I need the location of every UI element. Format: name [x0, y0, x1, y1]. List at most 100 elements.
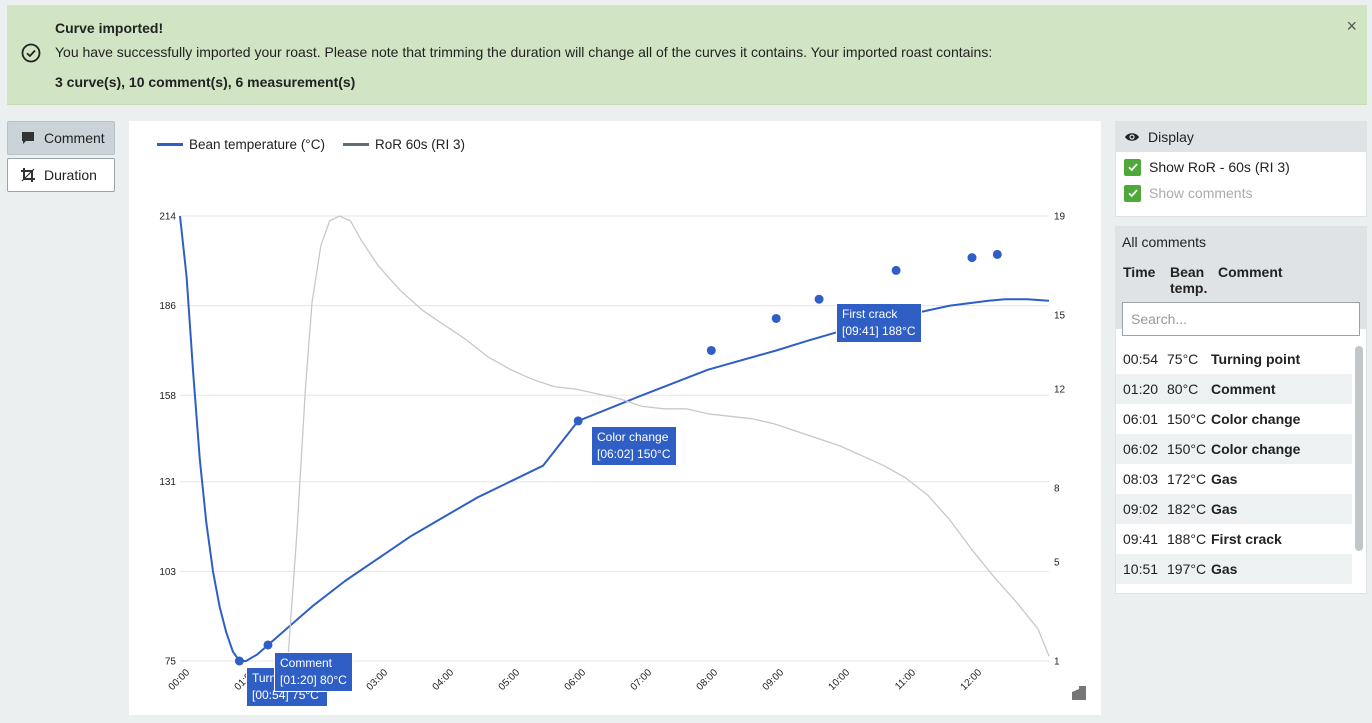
comment-button[interactable]: Comment	[7, 121, 115, 155]
y-left-tick-label: 214	[159, 212, 176, 223]
comment-row-temp: 172°C	[1167, 471, 1207, 487]
roast-chart[interactable]: Bean temperature (°C) RoR 60s (RI 3) 75 1…	[129, 121, 1101, 715]
comment-row-time: 06:01	[1123, 411, 1159, 427]
checkbox-show-ror[interactable]	[1124, 158, 1141, 176]
comment-row[interactable]: 06:02 150°C Color change	[1116, 434, 1352, 464]
x-tick-label: 07:00	[629, 667, 655, 693]
tooltip-comment-value: [01:20] 80°C	[280, 673, 347, 687]
duration-button[interactable]: Duration	[7, 158, 115, 192]
alert-summary: 3 curve(s), 10 comment(s), 6 measurement…	[55, 74, 356, 90]
column-time[interactable]: Time	[1123, 264, 1156, 280]
comment-row[interactable]: 09:41 188°C First crack	[1116, 524, 1352, 554]
comment-row-comment: Comment	[1211, 381, 1276, 397]
comment-row-temp: 150°C	[1167, 441, 1207, 457]
comment-row-comment: Gas	[1211, 471, 1238, 487]
x-tick-label: 04:00	[431, 667, 457, 693]
y-left-tick-label: 158	[159, 391, 176, 402]
tooltip-crack-title: First crack	[842, 307, 898, 321]
option-show-comments[interactable]: Show comments	[1116, 180, 1366, 206]
display-panel-title: Display	[1148, 129, 1194, 145]
comments-panel-title: All comments	[1122, 234, 1207, 250]
column-comment[interactable]: Comment	[1218, 264, 1283, 280]
comment-row-comment: First crack	[1211, 531, 1282, 547]
comment-row-comment: Turning point	[1211, 351, 1301, 367]
checkbox-show-comments[interactable]	[1124, 184, 1141, 202]
alert-message: You have successfully imported your roas…	[55, 44, 993, 60]
comments-search-input[interactable]	[1122, 302, 1360, 336]
y-right-tick-label: 8	[1054, 483, 1060, 494]
comment-row-temp: 150°C	[1167, 411, 1207, 427]
comment-row-time: 09:02	[1123, 501, 1159, 517]
legend-label-bean-temp: Bean temperature (°C)	[189, 137, 325, 152]
comment-row-time: 00:54	[1123, 351, 1159, 367]
comment-row-comment: Color change	[1211, 411, 1301, 427]
comment-row-temp: 182°C	[1167, 501, 1207, 517]
comments-scrollbar[interactable]	[1355, 346, 1363, 551]
x-tick-label: 06:00	[563, 667, 589, 693]
chart-legend: Bean temperature (°C) RoR 60s (RI 3)	[157, 137, 465, 152]
column-bean-temp[interactable]: Bean temp.	[1170, 264, 1208, 296]
duration-button-label: Duration	[44, 167, 97, 183]
y-left-tick-label: 75	[165, 657, 177, 668]
comment-row[interactable]: 00:54 75°C Turning point	[1116, 344, 1352, 374]
x-tick-label: 11:00	[893, 667, 918, 692]
ror-line	[287, 215, 1050, 662]
y-left-tick-label: 186	[159, 301, 176, 312]
legend-label-ror: RoR 60s (RI 3)	[374, 137, 465, 152]
checkmark-icon	[1127, 189, 1138, 198]
y-left-tick-label: 131	[159, 477, 176, 488]
legend-item-bean-temp[interactable]: Bean temperature (°C)	[157, 137, 325, 152]
display-panel: Display Show RoR - 60s (RI 3) Show comme…	[1115, 121, 1367, 217]
x-tick-label: 03:00	[365, 667, 391, 693]
comment-row-time: 09:41	[1123, 531, 1159, 547]
y-left-tick-label: 103	[159, 567, 176, 578]
y-right-tick-label: 12	[1054, 385, 1066, 396]
comment-marker	[263, 640, 273, 650]
comment-row-time: 10:51	[1123, 561, 1159, 577]
comments-panel-header: All comments	[1116, 227, 1366, 257]
comments-table-header: Time Bean temp. Comment	[1116, 257, 1366, 336]
tooltip-comment: Comment [01:20] 80°C	[274, 652, 353, 692]
tooltip-color-value: [06:02] 150°C	[597, 447, 671, 461]
display-panel-header: Display	[1116, 122, 1366, 152]
comment-marker	[706, 345, 716, 355]
tooltip-comment-title: Comment	[280, 656, 333, 670]
comment-row-time: 06:02	[1123, 441, 1159, 457]
comment-row[interactable]: 09:02 182°C Gas	[1116, 494, 1352, 524]
comment-button-label: Comment	[44, 130, 105, 146]
check-circle-icon	[21, 43, 41, 63]
comment-marker	[992, 249, 1002, 259]
close-icon[interactable]: ×	[1346, 16, 1357, 36]
legend-swatch-ror	[342, 143, 369, 146]
y-right-tick-label: 15	[1054, 310, 1066, 321]
comment-row-time: 08:03	[1123, 471, 1159, 487]
y-right-tick-label: 5	[1054, 558, 1060, 569]
comment-row[interactable]: 01:20 80°C Comment	[1116, 374, 1352, 404]
tooltip-first-crack: First crack [09:41] 188°C	[836, 303, 922, 343]
x-tick-label: 10:00	[827, 667, 853, 693]
comment-icon	[22, 132, 34, 144]
comment-row[interactable]: 08:03 172°C Gas	[1116, 464, 1352, 494]
checkmark-icon	[1127, 163, 1138, 172]
comment-marker	[967, 253, 977, 263]
legend-item-ror[interactable]: RoR 60s (RI 3)	[342, 137, 465, 152]
option-show-ror[interactable]: Show RoR - 60s (RI 3)	[1116, 154, 1366, 180]
x-tick-label: 09:00	[761, 667, 787, 693]
comment-marker	[814, 294, 824, 304]
comments-list: 00:54 75°C Turning point 01:20 80°C Comment 06…	[1116, 344, 1352, 584]
alert-title: Curve imported!	[55, 20, 164, 36]
comment-row-time: 01:20	[1123, 381, 1159, 397]
y-right-tick-label: 19	[1054, 212, 1066, 223]
comment-row[interactable]: 10:51 197°C Gas	[1116, 554, 1352, 584]
comment-marker	[771, 313, 781, 323]
comment-row[interactable]: 06:01 150°C Color change	[1116, 404, 1352, 434]
x-tick-label: 12:00	[959, 667, 985, 693]
all-comments-panel: All comments Time Bean temp. Comment 00:…	[1115, 226, 1367, 594]
comment-row-temp: 80°C	[1167, 381, 1199, 397]
comment-row-comment: Gas	[1211, 561, 1238, 577]
tooltip-crack-value: [09:41] 188°C	[842, 324, 916, 338]
eye-icon	[1125, 133, 1139, 141]
comment-row-comment: Gas	[1211, 501, 1238, 517]
tooltip-color-change: Color change [06:02] 150°C	[591, 426, 677, 466]
comment-marker	[891, 265, 901, 275]
